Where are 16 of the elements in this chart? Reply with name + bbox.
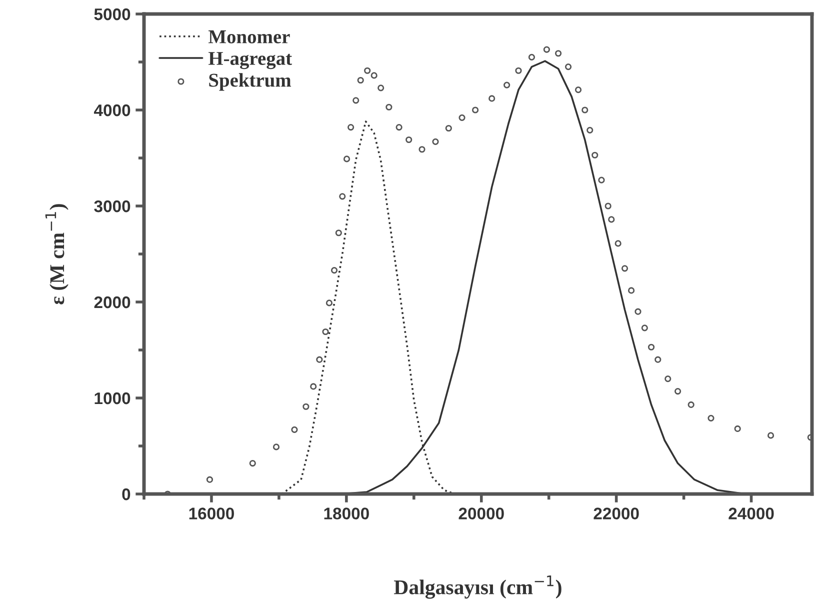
x-tick-label: 24000: [728, 508, 774, 520]
x-tick-label: 16000: [189, 508, 234, 520]
y-tick-label: 0: [122, 488, 130, 500]
y-tick-label: 2000: [94, 296, 130, 308]
y-axis-title: ε (M cm$^{−1}$): [45, 204, 68, 304]
x-tick-label: 18000: [324, 508, 369, 520]
legend-label: H-agregat: [208, 52, 292, 70]
y-tick-label: 4000: [94, 104, 130, 116]
legend-label: Spektrum: [209, 73, 292, 91]
x-tick-label: 22000: [594, 508, 639, 520]
y-tick-label: 1000: [94, 392, 130, 404]
legend-label: Monomer: [208, 30, 290, 44]
y-tick-label: 5000: [94, 8, 130, 20]
x-axis-title: Dalgasayısı (cm$^{−1}$): [394, 576, 562, 599]
y-tick-label: 3000: [94, 200, 130, 212]
x-tick-label: 20000: [458, 508, 504, 520]
